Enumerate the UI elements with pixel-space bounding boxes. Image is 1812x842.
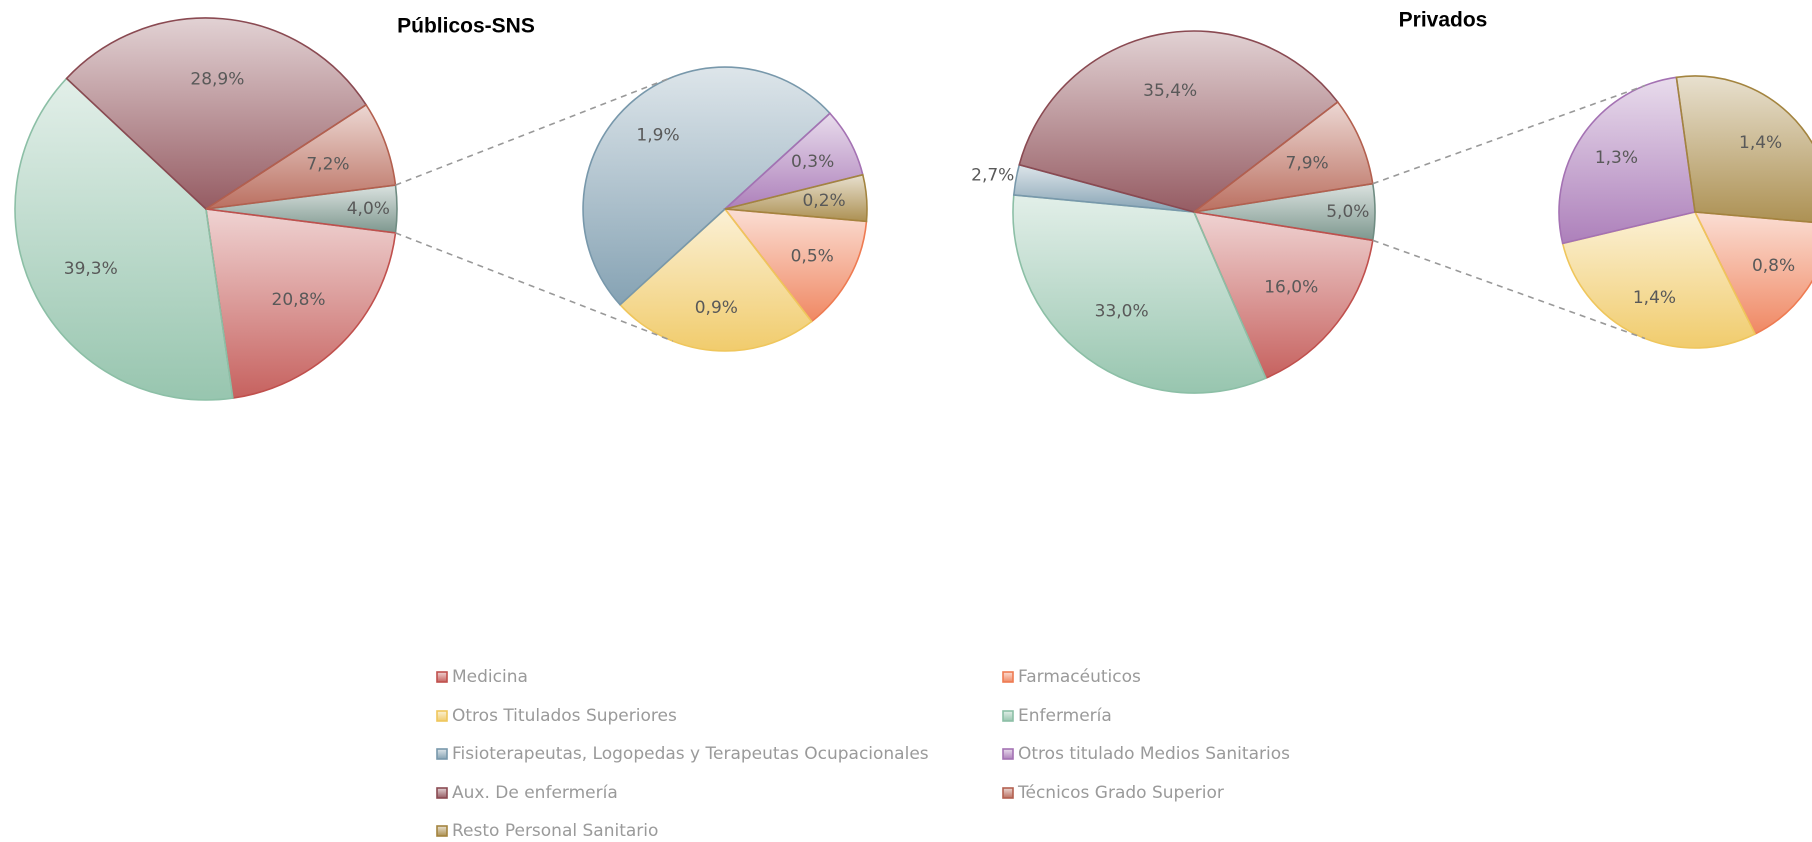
legend-label: Farmacéuticos [1018, 667, 1141, 687]
data-label: 28,9% [190, 70, 244, 90]
data-label: 1,4% [1739, 133, 1782, 153]
data-label: 0,5% [791, 247, 834, 267]
pie-slice [1193, 100, 1374, 213]
data-label: 16,0% [1264, 277, 1318, 297]
data-label: 7,2% [306, 154, 349, 174]
pie-slice [65, 17, 368, 211]
legend-label: Otros titulado Medios Sanitarios [1018, 744, 1290, 764]
data-label: 39,3% [64, 259, 118, 279]
legend-swatch [1002, 787, 1014, 799]
data-label: 4,0% [347, 199, 390, 219]
legend-label: Fisioterapeutas, Logopedas y Terapeutas … [452, 744, 929, 764]
data-label: 35,4% [1143, 81, 1197, 101]
legend-swatch [436, 748, 448, 760]
data-label: 7,9% [1286, 153, 1329, 173]
legend-swatch [1002, 748, 1014, 760]
connector-line [395, 232, 674, 342]
data-label: 1,9% [636, 126, 679, 146]
pie-slice [205, 208, 397, 400]
secondary-pie-slice [1693, 211, 1812, 336]
legend-swatch [436, 710, 448, 722]
legend-swatch [1002, 710, 1014, 722]
secondary-pie-slice [1675, 75, 1812, 224]
secondary-pie-slice [723, 208, 868, 323]
legend-label: Otros Titulados Superiores [452, 706, 677, 726]
pie-slice [1018, 30, 1339, 213]
legend-swatch [436, 825, 448, 837]
data-label: 33,0% [1095, 302, 1149, 322]
data-label: 20,8% [272, 290, 326, 310]
pie-slice [1192, 210, 1374, 380]
legend-label: Enfermería [1018, 706, 1112, 726]
legend-label: Resto Personal Sanitario [452, 821, 658, 841]
legend-label: Aux. De enfermería [452, 783, 618, 803]
chart-title: Públicos-SNS [397, 15, 535, 38]
data-label: 0,3% [791, 152, 834, 172]
data-label: 1,3% [1595, 148, 1638, 168]
data-label: 0,2% [802, 191, 845, 211]
pie-slice [14, 77, 234, 401]
data-label: 1,4% [1633, 288, 1676, 308]
connector-line [1372, 239, 1646, 340]
legend-swatch [436, 671, 448, 683]
secondary-pie-slice [1558, 76, 1696, 245]
legend-swatch [436, 787, 448, 799]
data-label: 2,7% [971, 166, 1014, 186]
legend-label: Medicina [452, 667, 528, 687]
secondary-pie-slice [582, 66, 832, 306]
data-label: 5,0% [1326, 202, 1369, 222]
pie-slice [1012, 194, 1267, 394]
data-label: 0,8% [1752, 256, 1795, 276]
chart-title: Privados [1399, 9, 1488, 32]
connector-line [1372, 84, 1646, 185]
secondary-pie-slice [618, 207, 813, 352]
connector-line [395, 76, 674, 186]
legend-label: Técnicos Grado Superior [1017, 783, 1224, 803]
legend-swatch [1002, 671, 1014, 683]
secondary-pie-slice [724, 173, 868, 223]
data-label: 0,9% [695, 298, 738, 318]
